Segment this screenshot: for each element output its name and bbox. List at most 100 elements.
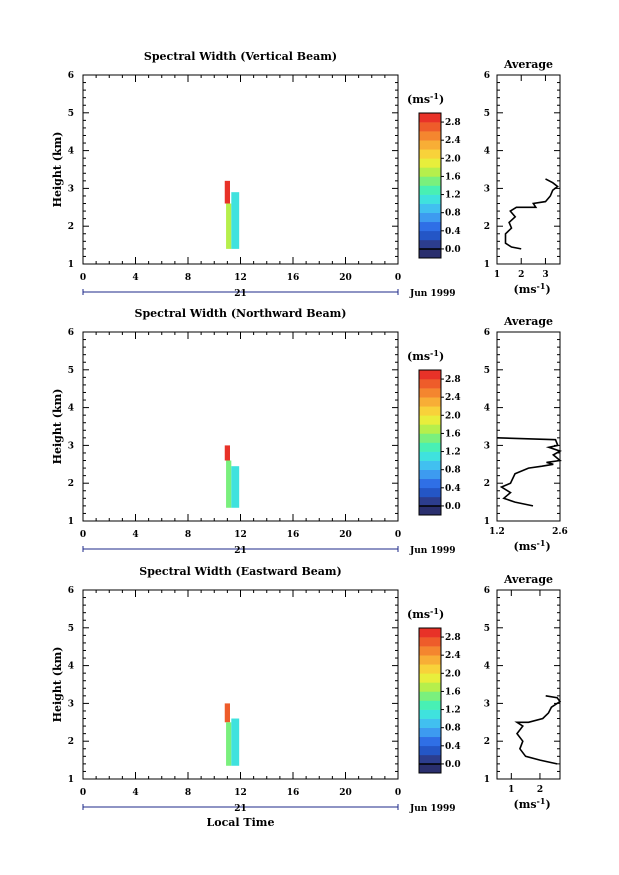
average-y-tick-label: 3 <box>484 699 490 709</box>
colorbar-segment <box>419 460 441 470</box>
average-y-tick-label: 5 <box>484 366 490 376</box>
colorbar-segment <box>419 158 441 168</box>
colorbar-tick-label: 1.6 <box>445 687 461 697</box>
colorbar-segment <box>419 763 441 774</box>
unit-prefix: (ms <box>514 540 537 553</box>
colorbar-segment <box>419 424 441 434</box>
colorbar-segment <box>419 113 441 123</box>
average-y-tick-label: 4 <box>484 662 490 672</box>
y-tick-label: 1 <box>68 260 74 270</box>
x-tick-label: 0 <box>395 788 401 798</box>
heatmap-cell <box>231 192 240 249</box>
average-x-tick-label: 1 <box>508 785 514 795</box>
y-tick-label: 1 <box>68 775 74 785</box>
average-y-tick-label: 1 <box>484 260 490 270</box>
heatmap-cell <box>226 203 232 249</box>
unit-exponent: -1 <box>430 91 439 101</box>
heatmap-cell <box>226 460 232 508</box>
average-x-tick-label: 2 <box>537 785 543 795</box>
average-y-tick-label: 5 <box>484 624 490 634</box>
heatmap-cell <box>224 703 230 723</box>
unit-prefix: (ms <box>407 93 430 106</box>
colorbar-segment <box>419 709 441 719</box>
average-unit-label: (ms-1) <box>514 281 551 296</box>
x-tick-label: 8 <box>185 273 191 283</box>
x-tick-label: 16 <box>287 530 300 540</box>
colorbar-segment <box>419 718 441 728</box>
plot-frame <box>82 589 399 780</box>
unit-exponent: -1 <box>537 796 546 806</box>
average-title: Average <box>503 58 553 71</box>
colorbar-segment <box>419 754 441 765</box>
colorbar-segment <box>419 149 441 159</box>
panel-title: Spectral Width (Northward Beam) <box>135 307 347 320</box>
colorbar-tick-label: 2.0 <box>445 669 461 679</box>
colorbar-segment <box>419 388 441 398</box>
y-tick-label: 5 <box>68 624 74 634</box>
colorbar-segment <box>419 230 441 241</box>
colorbar-segment <box>419 176 441 186</box>
y-axis-label: Height (km) <box>51 132 64 208</box>
x-tick-label: 12 <box>234 788 247 798</box>
colorbar-segment <box>419 122 441 132</box>
plot-frame <box>82 74 399 265</box>
y-tick-label: 3 <box>68 441 74 451</box>
heatmap-cell <box>224 445 230 461</box>
y-tick-label: 3 <box>68 699 74 709</box>
colorbar-tick-label: 2.8 <box>445 375 461 385</box>
colorbar-tick-label: 0.8 <box>445 724 461 734</box>
colorbar-segment <box>419 478 441 489</box>
colorbar-tick-label: 0.8 <box>445 466 461 476</box>
y-tick-label: 1 <box>68 517 74 527</box>
colorbar-tick-label: 2.4 <box>445 136 461 146</box>
colorbar-segment <box>419 185 441 195</box>
x-tick-label: 12 <box>234 273 247 283</box>
average-unit-label: (ms-1) <box>514 796 551 811</box>
date-month-label: Jun 1999 <box>409 289 456 299</box>
average-y-tick-label: 5 <box>484 109 490 119</box>
average-frame <box>496 331 561 522</box>
date-day-label: 21 <box>234 289 247 299</box>
y-tick-label: 4 <box>68 662 74 672</box>
plot-frame <box>82 331 399 522</box>
average-y-tick-label: 6 <box>484 328 490 338</box>
x-tick-label: 0 <box>80 788 86 798</box>
date-month-label: Jun 1999 <box>409 804 456 814</box>
y-tick-label: 4 <box>68 147 74 157</box>
colorbar-tick-label: 1.2 <box>445 448 461 458</box>
average-y-tick-label: 1 <box>484 517 490 527</box>
y-tick-label: 2 <box>68 737 74 747</box>
y-tick-label: 3 <box>68 184 74 194</box>
colorbar-segment <box>419 397 441 407</box>
colorbar-segment <box>419 637 441 647</box>
date-month-label: Jun 1999 <box>409 546 456 556</box>
heatmap-cell <box>224 180 230 204</box>
average-profile-line <box>496 437 562 507</box>
average-y-tick-label: 1 <box>484 775 490 785</box>
average-y-tick-label: 6 <box>484 586 490 596</box>
x-tick-label: 20 <box>339 788 352 798</box>
unit-exponent: -1 <box>430 348 439 358</box>
colorbar-segment <box>419 628 441 638</box>
average-x-tick-label: 2.6 <box>552 527 568 537</box>
average-y-tick-label: 2 <box>484 222 490 232</box>
colorbar-segment <box>419 682 441 692</box>
colorbar-segment <box>419 451 441 461</box>
colorbar-segment <box>419 646 441 656</box>
y-tick-label: 2 <box>68 222 74 232</box>
average-title: Average <box>503 573 553 586</box>
colorbar-tick-label: 1.2 <box>445 191 461 201</box>
colorbar-segment <box>419 496 441 507</box>
colorbar-tick-label: 1.6 <box>445 429 461 439</box>
colorbar-segment <box>419 691 441 701</box>
unit-prefix: (ms <box>407 608 430 621</box>
colorbar-segment <box>419 212 441 223</box>
colorbar-segment <box>419 736 441 747</box>
average-x-tick-label: 1 <box>494 270 500 280</box>
colorbar-segment <box>419 221 441 232</box>
colorbar-segment <box>419 379 441 389</box>
average-title: Average <box>503 315 553 328</box>
unit-suffix: ) <box>545 798 550 811</box>
